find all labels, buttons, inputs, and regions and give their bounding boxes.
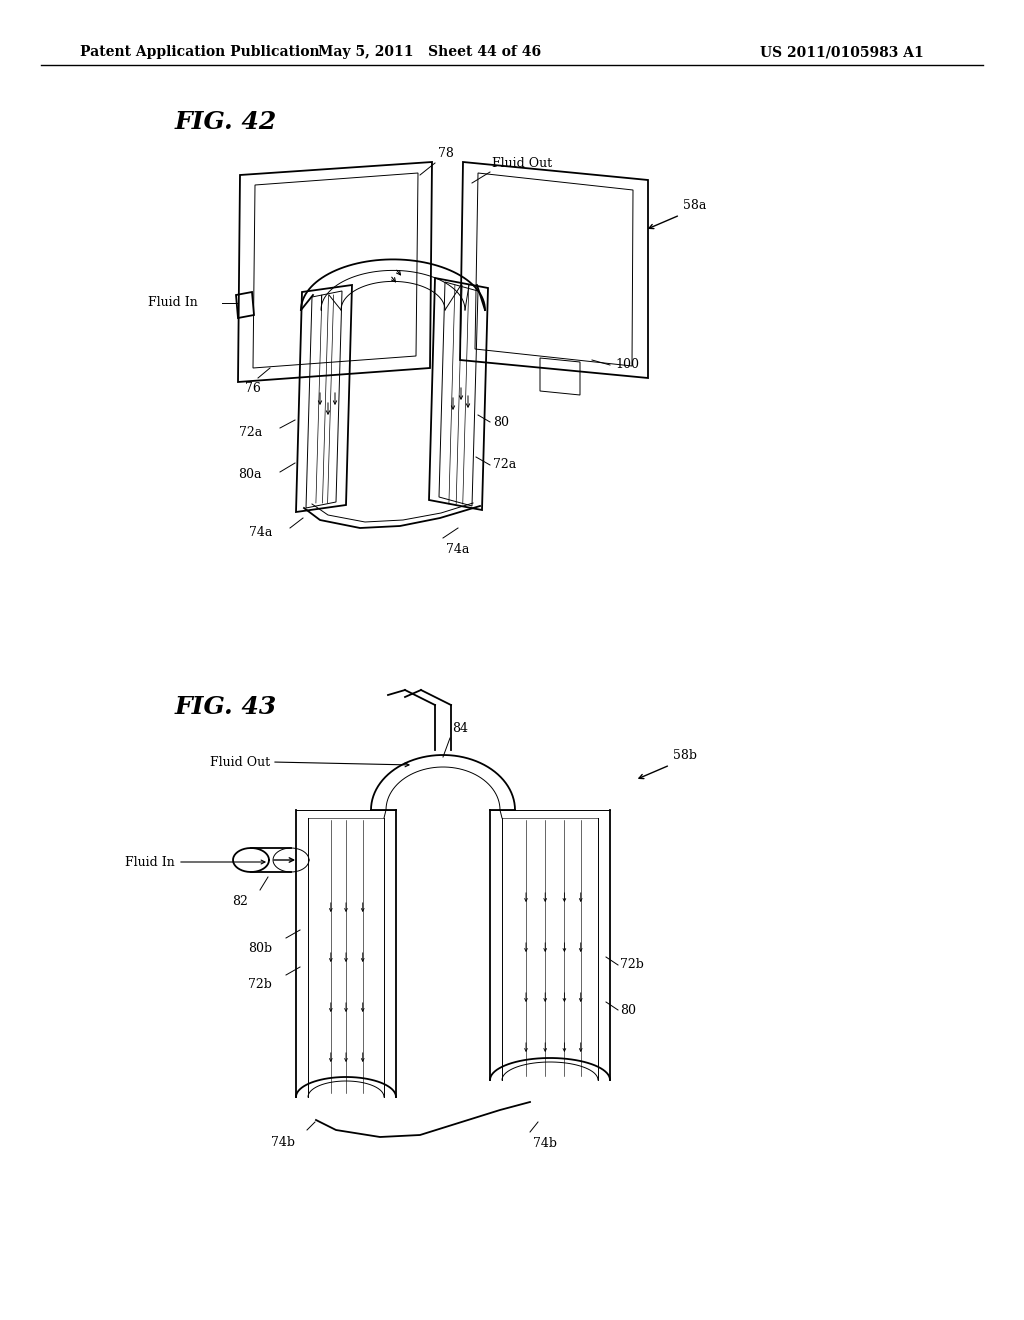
- Text: FIG. 42: FIG. 42: [175, 110, 278, 135]
- Text: 58b: 58b: [673, 748, 697, 762]
- Text: 72b: 72b: [248, 978, 272, 991]
- Text: Fluid Out: Fluid Out: [492, 157, 552, 170]
- Text: May 5, 2011   Sheet 44 of 46: May 5, 2011 Sheet 44 of 46: [318, 45, 542, 59]
- Text: Patent Application Publication: Patent Application Publication: [80, 45, 319, 59]
- Text: Fluid In: Fluid In: [148, 297, 198, 309]
- Text: 80a: 80a: [239, 469, 262, 482]
- Text: 58a: 58a: [683, 199, 707, 213]
- Text: 72a: 72a: [239, 425, 262, 438]
- Text: FIG. 43: FIG. 43: [175, 696, 278, 719]
- Text: 78: 78: [438, 147, 454, 160]
- Text: 72a: 72a: [493, 458, 516, 471]
- Text: 84: 84: [452, 722, 468, 735]
- Text: Fluid Out: Fluid Out: [210, 755, 270, 768]
- Text: 80b: 80b: [248, 942, 272, 954]
- Text: 74b: 74b: [534, 1137, 557, 1150]
- Text: Fluid In: Fluid In: [125, 855, 175, 869]
- Text: 80: 80: [620, 1003, 636, 1016]
- Text: US 2011/0105983 A1: US 2011/0105983 A1: [760, 45, 924, 59]
- Text: 72b: 72b: [620, 958, 644, 972]
- Text: 74a: 74a: [446, 543, 469, 556]
- Text: 82: 82: [232, 895, 248, 908]
- Text: 76: 76: [245, 381, 261, 395]
- Text: 100: 100: [615, 359, 639, 371]
- Text: 74a: 74a: [249, 525, 272, 539]
- Text: 80: 80: [493, 416, 509, 429]
- Text: 74b: 74b: [271, 1137, 295, 1148]
